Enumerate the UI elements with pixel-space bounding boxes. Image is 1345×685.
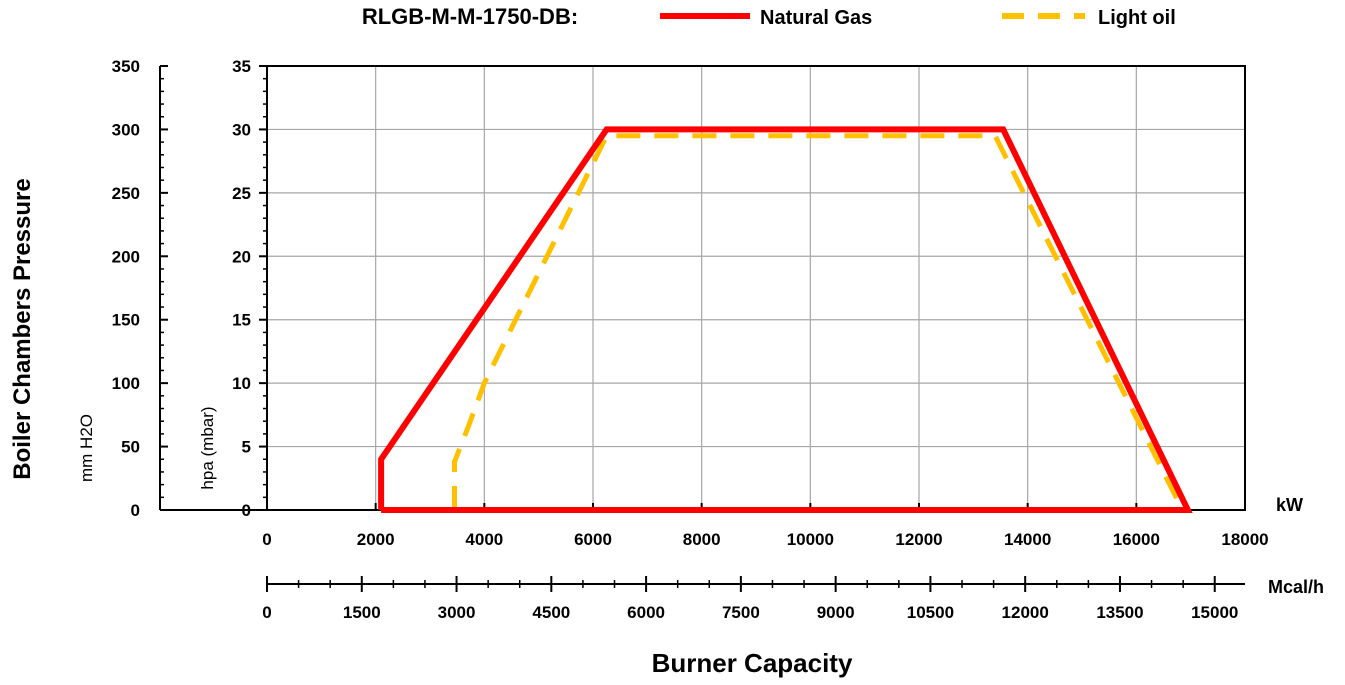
x-tick-label-mcal: 12000 [1002,603,1049,622]
y-tick-label-hpa: 10 [232,374,251,393]
x-tick-label-mcal: 9000 [817,603,855,622]
x-tick-label-kw: 8000 [683,530,721,549]
x-tick-label-kw: 0 [262,530,271,549]
series-line-light-oil [452,133,1187,513]
y-tick-label-mmh2o: 50 [121,438,140,457]
y-tick-label-mmh2o: 300 [112,120,140,139]
x-tick-label-kw: 14000 [1004,530,1051,549]
y-tick-label-mmh2o: 100 [112,374,140,393]
x-tick-label-mcal: 6000 [627,603,665,622]
y-tick-label-mmh2o: 200 [112,247,140,266]
plot-frame [266,65,1246,511]
x-tick-label-mcal: 4500 [532,603,570,622]
y-unit-right: hpa (mbar) [198,406,217,489]
x-unit-kw: kW [1276,495,1303,515]
y-tick-label-hpa: 0 [242,501,251,520]
y-tick-label-hpa: 5 [242,438,251,457]
legend-label-natural-gas: Natural Gas [760,7,872,29]
x-tick-label-mcal: 13500 [1096,603,1143,622]
y-tick-label-mmh2o: 250 [112,184,140,203]
x-tick-label-kw: 16000 [1113,530,1160,549]
x-tick-label-kw: 12000 [895,530,942,549]
y-axis-title: Boiler Chambers Pressure [9,178,36,479]
series [378,126,1193,513]
legend-label-light-oil: Light oil [1098,7,1176,29]
x-tick-label-kw: 10000 [787,530,834,549]
series-line-natural-gas [378,126,1193,513]
y-tick-label-hpa: 25 [232,184,251,203]
x-tick-label-kw: 18000 [1221,530,1268,549]
y-tick-label-hpa: 15 [232,311,251,330]
x-tick-label-mcal: 15000 [1191,603,1238,622]
x-tick-label-mcal: 10500 [907,603,954,622]
gridlines [267,66,1245,510]
x-tick-label-kw: 2000 [357,530,395,549]
y-unit-left: mm H2O [77,414,96,482]
y-tick-label-hpa: 30 [232,120,251,139]
x-axis-title: Burner Capacity [652,648,853,678]
x-tick-label-mcal: 1500 [343,603,381,622]
y-tick-label-mmh2o: 150 [112,311,140,330]
y-tick-label-hpa: 35 [232,57,251,76]
x-unit-mcal: Mcal/h [1268,577,1324,597]
axes [159,65,1246,592]
x-tick-label-mcal: 0 [262,603,271,622]
y-tick-label-mmh2o: 350 [112,57,140,76]
chart-title: RLGB-M-M-1750-DB: [362,4,578,29]
y-tick-label-hpa: 20 [232,247,251,266]
x-tick-label-kw: 4000 [465,530,503,549]
x-tick-label-kw: 6000 [574,530,612,549]
y-tick-label-mmh2o: 0 [131,501,140,520]
x-tick-label-mcal: 7500 [722,603,760,622]
x-tick-label-mcal: 3000 [438,603,476,622]
